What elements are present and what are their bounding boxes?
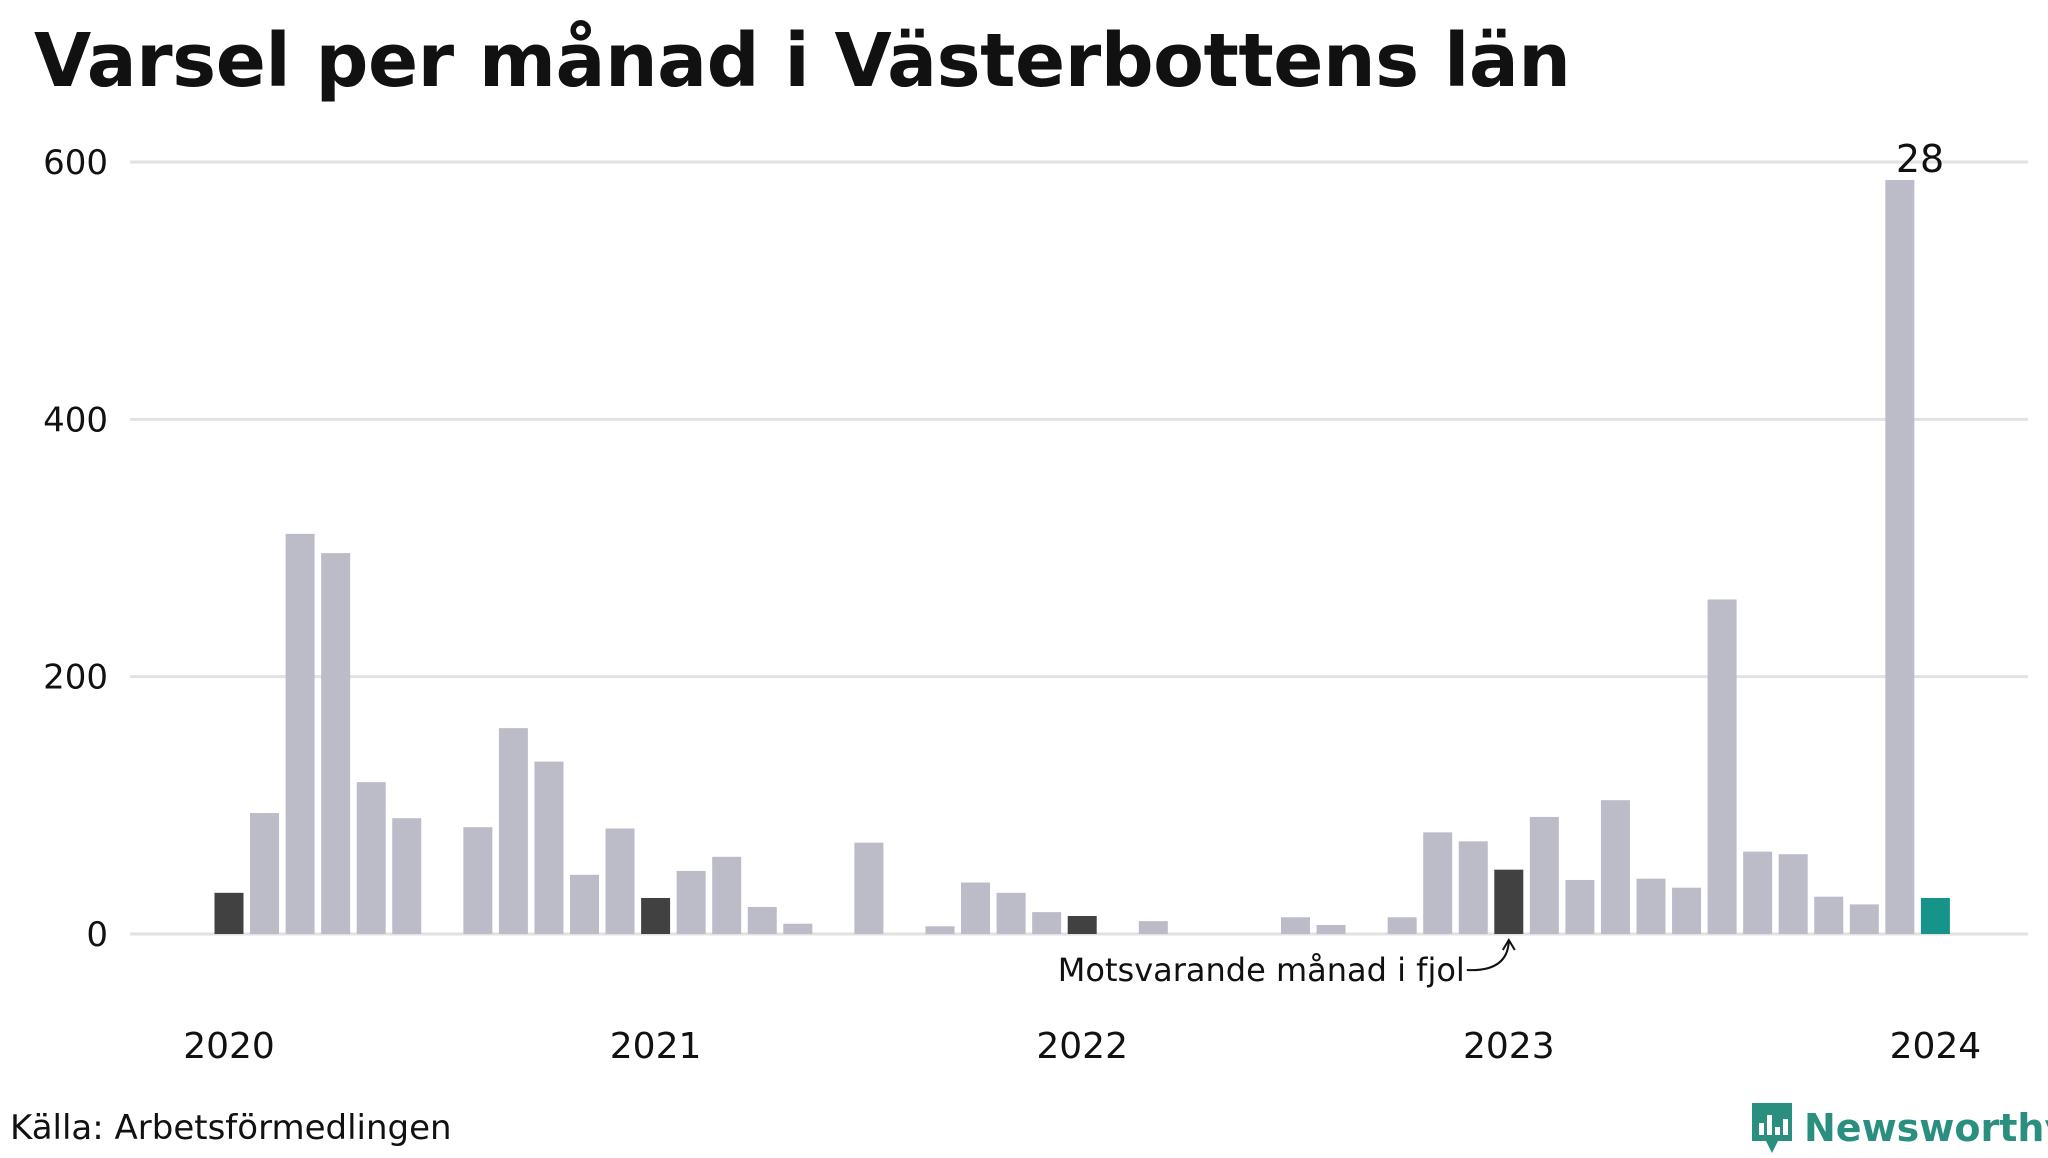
bar-2023-05	[1636, 878, 1666, 934]
bar-2021-09	[925, 926, 955, 934]
bar-2021-10	[961, 882, 991, 934]
x-tick-label: 2020	[183, 1026, 275, 1067]
newsworthy-logo: Newsworthy	[1748, 1098, 2048, 1158]
bar-2023-10	[1814, 896, 1844, 934]
bar-2022-07	[1281, 917, 1310, 934]
bar-2022-08	[1316, 924, 1346, 934]
annotation-arrow	[1466, 941, 1510, 972]
x-axis-tick-labels: 2020 2021 2022 2023 2024	[183, 1026, 1981, 1067]
bar-2020-09	[498, 728, 528, 934]
bar-2021-07	[854, 842, 884, 934]
bar-2022-01	[1067, 915, 1097, 934]
bar-2023-02	[1529, 816, 1559, 934]
bar-2022-12	[1458, 841, 1488, 934]
y-axis-tick-labels: 0 200 400 600	[43, 143, 108, 955]
bar-2020-02	[250, 813, 280, 934]
bar-2021-02	[676, 870, 706, 934]
bar-2023-09	[1778, 854, 1808, 934]
bar-2021-01	[641, 897, 671, 934]
bar-2020-10	[534, 761, 564, 934]
current-value-label: 28	[1896, 137, 1944, 181]
x-tick-label: 2024	[1890, 1026, 1982, 1067]
chart-title: Varsel per månad i Västerbottens län	[34, 18, 1571, 104]
bar-2022-10	[1387, 917, 1417, 934]
newsworthy-logo-icon	[1752, 1103, 1792, 1153]
bar-2020-05	[356, 782, 386, 934]
bar-2020-04	[321, 553, 351, 934]
bar-2023-01	[1494, 869, 1524, 934]
bar-2023-12	[1885, 180, 1915, 935]
bar-2023-07	[1707, 599, 1737, 934]
bar-2022-11	[1423, 832, 1453, 934]
bar-2023-06	[1672, 887, 1702, 934]
bar-2023-08	[1743, 851, 1773, 934]
y-tick-label: 0	[86, 915, 108, 955]
bar-2021-11	[996, 892, 1026, 934]
y-tick-label: 200	[43, 658, 108, 698]
annotation-text: Motsvarande månad i fjol	[1058, 951, 1465, 989]
bar-2020-06	[392, 818, 422, 934]
bar-2023-04	[1600, 800, 1630, 934]
bar-2021-12	[1032, 912, 1062, 934]
bar-2020-08	[463, 827, 493, 934]
bar-2021-04	[747, 906, 777, 934]
bar-2022-03	[1138, 921, 1168, 934]
source-note: Källa: Arbetsförmedlingen	[10, 1108, 452, 1148]
brand-name: Newsworthy	[1804, 1106, 2048, 1150]
bars: 28	[214, 137, 1950, 935]
bar-2021-05	[783, 923, 813, 934]
bar-2020-01	[214, 892, 244, 934]
bar-2021-03	[712, 856, 742, 934]
annotation: Motsvarande månad i fjol	[1058, 938, 1516, 989]
bar-2020-11	[570, 874, 599, 934]
y-tick-label: 600	[43, 143, 108, 183]
x-tick-label: 2021	[610, 1026, 702, 1067]
x-tick-label: 2022	[1036, 1026, 1128, 1067]
bar-2020-12	[605, 828, 635, 934]
bar-2023-03	[1565, 879, 1595, 934]
annotation-arrowhead	[1501, 938, 1516, 951]
bar-2024-01	[1920, 897, 1950, 934]
y-tick-label: 400	[43, 400, 108, 440]
x-tick-label: 2023	[1463, 1026, 1555, 1067]
bar-2020-03	[285, 533, 315, 934]
bar-2023-11	[1849, 904, 1879, 934]
